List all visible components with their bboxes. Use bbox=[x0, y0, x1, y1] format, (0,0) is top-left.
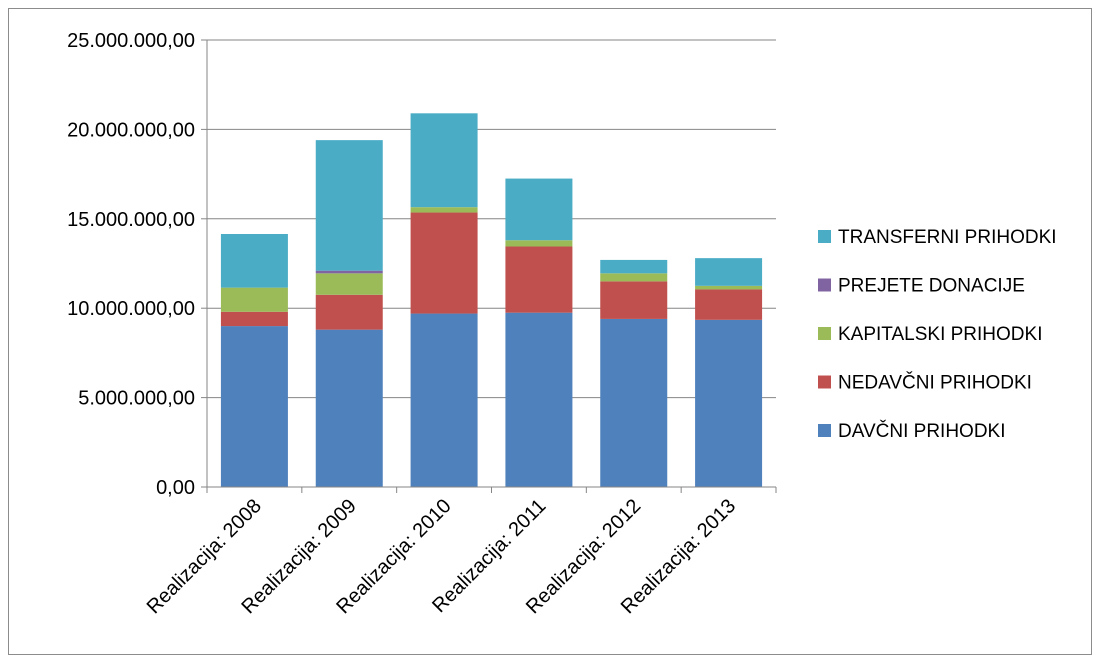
bars bbox=[220, 113, 763, 487]
legend-swatch bbox=[818, 375, 831, 389]
bar-segment bbox=[505, 312, 573, 487]
bar-segment bbox=[410, 212, 478, 314]
bar-segment bbox=[600, 273, 668, 282]
legend-label: DAVČNI PRIHODKI bbox=[838, 420, 1006, 442]
bar-segment bbox=[315, 140, 383, 271]
bar-segment bbox=[505, 240, 573, 247]
bar-segment bbox=[600, 318, 668, 487]
bar-segment bbox=[220, 287, 288, 312]
gridlines bbox=[207, 39, 776, 399]
bar-segment bbox=[220, 326, 288, 487]
legend-label: TRANSFERNI PRIHODKI bbox=[838, 227, 1057, 248]
bar-segment bbox=[220, 311, 288, 327]
y-tick-labels: 0,00 5.000.000,00 10.000.000,00 15.000.000,… bbox=[67, 30, 195, 499]
bar-segment bbox=[315, 273, 383, 295]
bar-segment bbox=[600, 259, 668, 274]
legend-label: PREJETE DONACIJE bbox=[838, 276, 1025, 297]
bar-segment bbox=[410, 113, 478, 208]
legend-label: KAPITALSKI PRIHODKI bbox=[838, 324, 1042, 345]
y-tick-label: 5.000.000,00 bbox=[78, 388, 195, 410]
legend-swatch bbox=[818, 424, 831, 437]
legend-swatch bbox=[818, 327, 831, 340]
legend: TRANSFERNI PRIHODKI PREJETE DONACIJE KAPIT… bbox=[818, 227, 1057, 442]
bar-segment bbox=[695, 258, 763, 286]
bar-segment bbox=[315, 270, 383, 274]
bar-segment bbox=[410, 207, 478, 213]
bar-segment bbox=[410, 313, 478, 487]
bar-segment bbox=[695, 319, 763, 487]
y-tick-label: 10.000.000,00 bbox=[67, 298, 195, 320]
bar-segment bbox=[315, 294, 383, 330]
legend-swatch bbox=[818, 230, 831, 243]
bar-segment bbox=[220, 233, 288, 288]
bar-segment bbox=[695, 285, 763, 290]
y-tick-label: 15.000.000,00 bbox=[67, 209, 195, 231]
legend-label: NEDAVČNI PRIHODKI bbox=[838, 372, 1032, 394]
bar-segment bbox=[600, 281, 668, 319]
bar-segment bbox=[505, 246, 573, 313]
bar-segment bbox=[315, 329, 383, 487]
y-tick-label: 20.000.000,00 bbox=[67, 119, 195, 141]
y-tick-label: 25.000.000,00 bbox=[67, 30, 195, 52]
bar-segment bbox=[695, 289, 763, 320]
axes bbox=[201, 39, 777, 493]
y-tick-label: 0,00 bbox=[156, 477, 195, 499]
bar-segment bbox=[505, 178, 573, 241]
legend-swatch bbox=[818, 278, 831, 292]
